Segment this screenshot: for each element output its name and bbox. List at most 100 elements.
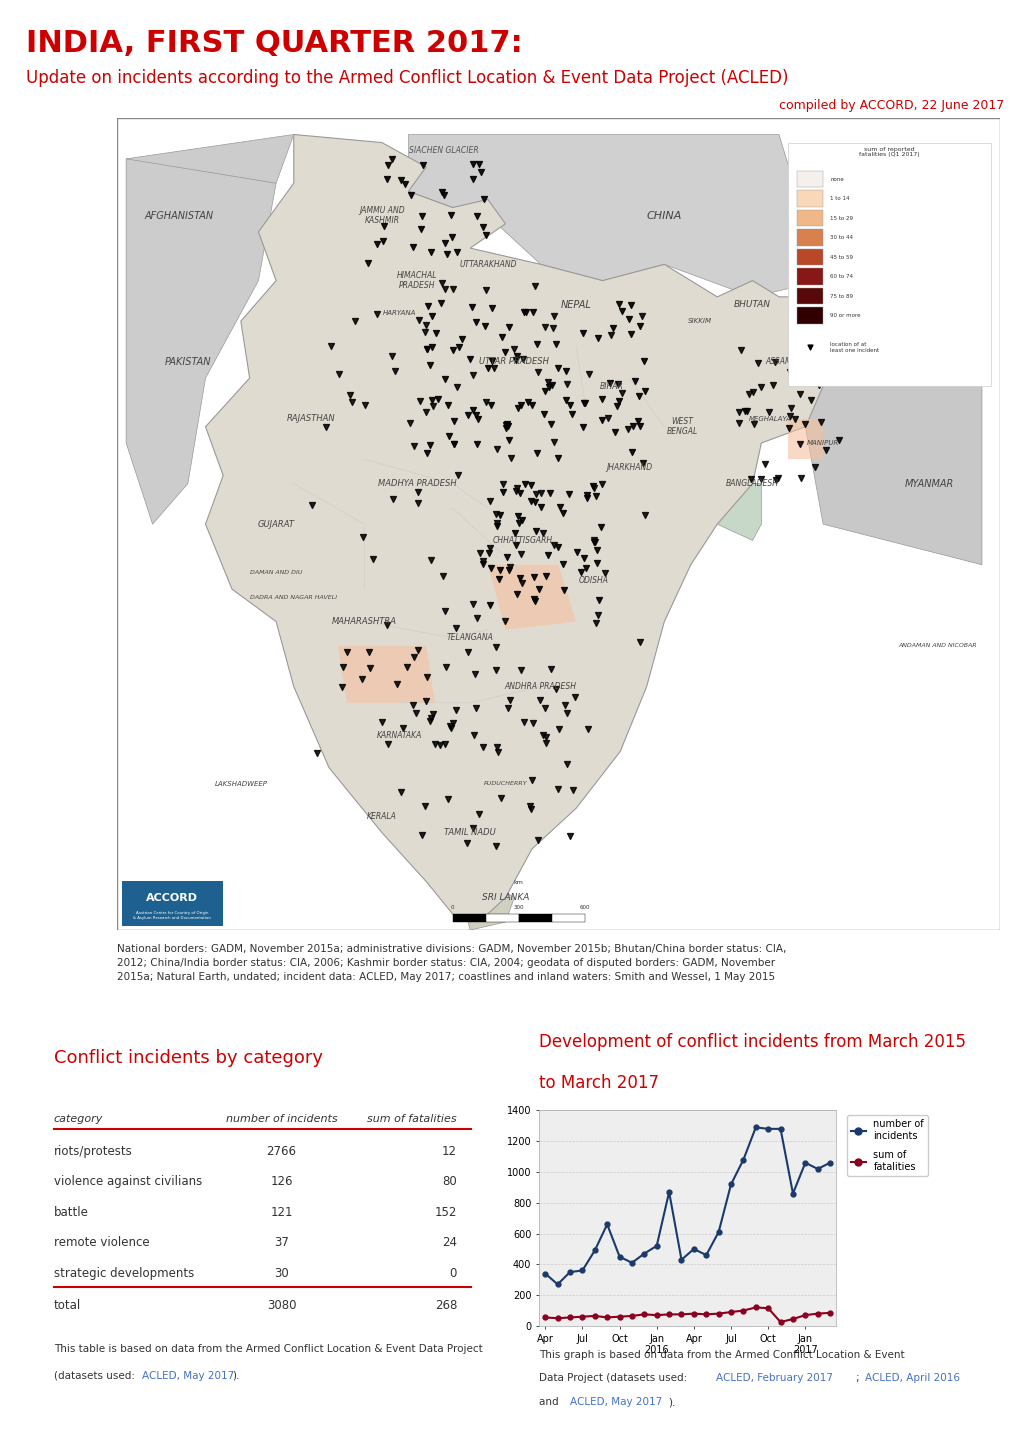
Point [464,153,480,176]
Point [405,694,421,717]
Point [599,407,615,430]
Point [812,411,828,434]
Point [379,153,395,176]
Text: Development of conflict incidents from March 2015: Development of conflict incidents from M… [539,1032,965,1051]
Point [419,294,435,317]
Point [518,300,534,323]
Point [410,492,426,515]
Point [538,565,554,588]
Text: 126: 126 [270,1175,292,1188]
Text: 15 to 29: 15 to 29 [829,216,852,221]
Point [438,242,454,265]
Text: JHARKHAND: JHARKHAND [605,463,651,472]
Text: 1 to 14: 1 to 14 [829,196,849,200]
Point [524,769,540,792]
Point [361,640,377,663]
Point [433,180,449,203]
Point [539,371,555,394]
Point [338,640,355,663]
Point [481,542,497,565]
Point [331,362,347,385]
Point [465,167,481,190]
Point [501,555,518,578]
Point [829,428,846,451]
Point [355,526,371,549]
Bar [787,143,989,386]
Point [522,473,538,496]
Point [398,655,415,678]
Point [508,476,525,499]
Polygon shape [408,134,822,297]
Point [469,607,485,630]
Point [602,323,619,346]
Point [423,241,439,264]
Point [492,503,508,526]
Point [494,473,511,496]
Point [392,169,409,192]
Text: 600: 600 [579,904,590,910]
Point [550,718,567,741]
Point [439,787,455,810]
Point [783,371,799,394]
Point [414,205,430,228]
Point [477,391,493,414]
Text: KERALA: KERALA [367,812,396,820]
Point [472,160,488,183]
Point [817,438,834,461]
Text: AFGHANISTAN: AFGHANISTAN [145,211,213,221]
Point [593,473,609,496]
Point [418,689,434,712]
Point [541,482,557,505]
Point [378,167,394,190]
Point [447,617,464,640]
Point [498,412,515,435]
Point [633,304,649,327]
Point [527,482,543,505]
Point [744,381,760,404]
Point [442,715,459,738]
Point [468,404,484,427]
Text: 24: 24 [441,1236,457,1249]
Point [526,590,542,613]
Point [786,353,802,376]
Bar [551,914,584,921]
Point [587,485,603,508]
Point [535,402,551,425]
Point [445,337,462,360]
Point [558,753,575,776]
Point [530,578,546,601]
Point [426,733,442,756]
Point [499,696,516,720]
Point [418,399,434,423]
Point [459,832,475,855]
Point [741,382,757,405]
Bar [796,249,822,265]
Point [423,707,439,730]
Point [594,388,610,411]
Point [468,696,484,720]
Point [620,417,636,440]
Text: 3080: 3080 [267,1299,297,1312]
Text: (datasets used:: (datasets used: [54,1371,138,1380]
Text: Austrian Centre for Country of Origin
& Asylum Research and Documentation: Austrian Centre for Country of Origin & … [132,911,211,920]
Point [383,345,399,368]
Point [408,702,424,725]
Text: CHHATTISGARH: CHHATTISGARH [492,536,552,545]
Point [532,482,548,505]
Polygon shape [487,565,576,630]
Point [467,663,483,686]
Point [585,477,601,500]
Point [468,205,484,228]
Point [632,314,648,337]
Point [411,389,427,412]
Point [796,412,812,435]
Point [485,356,501,379]
Polygon shape [805,297,981,565]
Point [538,731,554,754]
Point [421,434,437,457]
Text: 152: 152 [434,1206,457,1218]
Point [528,333,544,356]
Point [797,340,813,363]
Point [500,428,517,451]
Text: TAMIL NADU: TAMIL NADU [444,828,495,838]
